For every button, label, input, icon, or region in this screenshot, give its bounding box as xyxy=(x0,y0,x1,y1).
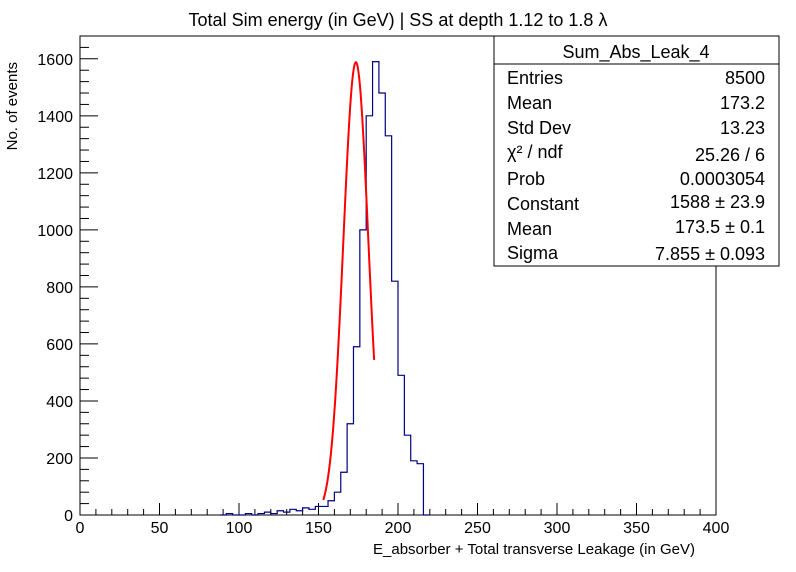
stats-label-entries: Entries xyxy=(507,68,563,88)
y-axis-label: No. of events xyxy=(4,62,21,150)
stats-label-fit-mean: Mean xyxy=(507,219,552,239)
stats-value-fit-mean: 173.5 ± 0.1 xyxy=(675,217,765,237)
stats-box-title: Sum_Abs_Leak_4 xyxy=(562,42,709,63)
x-tick-label: 350 xyxy=(623,520,650,537)
y-tick-label: 0 xyxy=(64,508,73,525)
stats-label-sigma: Sigma xyxy=(507,243,559,263)
chart-title: Total Sim energy (in GeV) | SS at depth … xyxy=(189,10,608,30)
x-tick-label: 150 xyxy=(305,520,332,537)
x-tick-label: 250 xyxy=(464,520,491,537)
stats-label-std-dev: Std Dev xyxy=(507,118,571,138)
y-tick-label: 1200 xyxy=(37,166,73,183)
y-tick-label: 200 xyxy=(46,451,73,468)
stats-value-entries: 8500 xyxy=(725,68,765,88)
gaussian-fit-line xyxy=(322,61,376,501)
y-tick-label: 800 xyxy=(46,280,73,297)
y-tick-label: 1000 xyxy=(37,223,73,240)
histogram-series xyxy=(219,61,430,516)
stats-value-std-dev: 13.23 xyxy=(720,118,765,138)
y-axis-ticks: 0 200 400 600 800 1000 1200 1400 1600 xyxy=(37,35,98,525)
x-tick-label: 100 xyxy=(226,520,253,537)
y-tick-label: 1400 xyxy=(37,109,73,126)
stats-label-chi2-ndf: χ² / ndf xyxy=(507,142,563,162)
x-tick-label: 200 xyxy=(385,520,412,537)
y-tick-label: 1600 xyxy=(37,52,73,69)
x-tick-label: 0 xyxy=(76,520,85,537)
x-tick-label: 50 xyxy=(151,520,169,537)
stats-value-chi2-ndf: 25.26 / 6 xyxy=(695,145,765,165)
y-tick-label: 400 xyxy=(46,394,73,411)
x-tick-label: 400 xyxy=(703,520,730,537)
y-tick-label: 600 xyxy=(46,337,73,354)
stats-label-mean: Mean xyxy=(507,93,552,113)
x-tick-label: 300 xyxy=(544,520,571,537)
stats-label-prob: Prob xyxy=(507,169,545,189)
stats-value-prob: 0.0003054 xyxy=(680,169,765,189)
x-axis-label: E_absorber + Total transverse Leakage (i… xyxy=(373,541,695,558)
stats-box-frame xyxy=(493,35,780,267)
x-axis-ticks: 0 50 100 150 200 250 300 350 400 xyxy=(76,503,730,537)
stats-value-mean: 173.2 xyxy=(720,93,765,113)
plot-area: 0 50 100 150 200 250 300 350 400 0 200 400 600 800 10… xyxy=(37,35,730,537)
stats-value-sigma: 7.855 ± 0.093 xyxy=(655,244,765,264)
stats-label-constant: Constant xyxy=(507,194,579,214)
stats-box: Sum_Abs_Leak_4 Entries 8500 Mean 173.2 S… xyxy=(493,35,780,267)
stats-value-constant: 1588 ± 23.9 xyxy=(670,192,765,212)
